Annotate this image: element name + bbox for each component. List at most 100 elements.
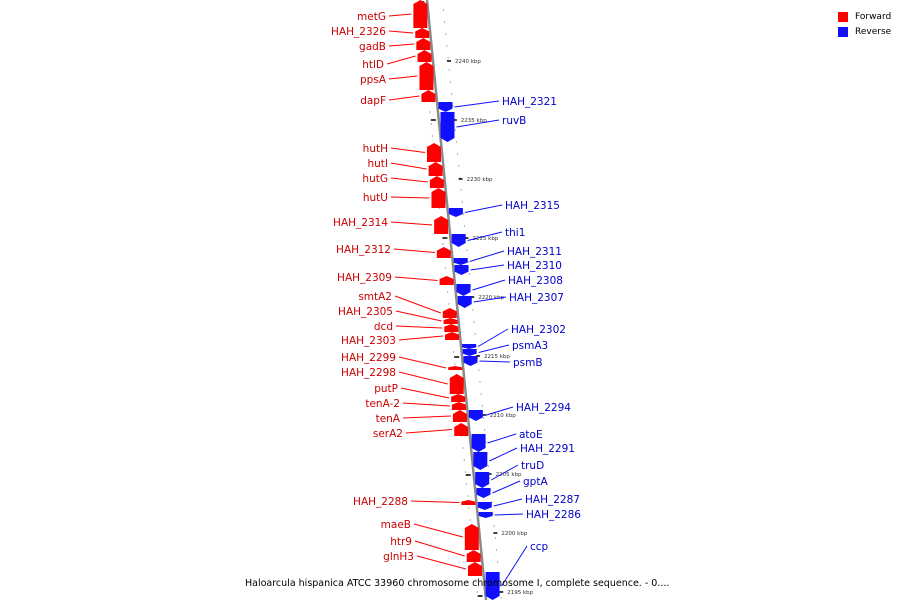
reverse-gene-label: gptA bbox=[523, 476, 548, 488]
grid-dot bbox=[431, 135, 433, 137]
label-leader bbox=[473, 296, 507, 303]
forward-gene-arrow bbox=[415, 28, 430, 38]
reverse-gene-arrow bbox=[462, 349, 477, 356]
reverse-gene-arrow bbox=[476, 488, 491, 498]
label-leader bbox=[456, 119, 500, 128]
reverse-gene-label: HAH_2286 bbox=[526, 509, 581, 521]
forward-gene-arrow bbox=[419, 62, 434, 90]
label-leader bbox=[492, 480, 521, 494]
reverse-gene-arrow bbox=[453, 258, 468, 265]
label-leader bbox=[484, 406, 514, 416]
reverse-gene-label: ccp bbox=[530, 541, 549, 553]
forward-gene-label: HAH_2303 bbox=[341, 335, 396, 347]
scale-label: 2205 kbp bbox=[496, 472, 522, 478]
scale-label: 2215 kbp bbox=[484, 354, 510, 360]
reverse-gene-arrow bbox=[463, 356, 478, 366]
grid-dot bbox=[463, 459, 465, 461]
forward-gene-label: tenA bbox=[376, 413, 401, 425]
grid-dot bbox=[454, 129, 456, 131]
reverse-gene-label: ruvB bbox=[502, 115, 526, 127]
reverse-gene-label: truD bbox=[521, 460, 544, 472]
grid-dot bbox=[464, 471, 467, 473]
forward-gene-label: hutG bbox=[362, 173, 388, 185]
label-leader bbox=[386, 55, 416, 65]
label-leader bbox=[390, 196, 430, 199]
label-leader bbox=[390, 177, 428, 183]
grid-dot bbox=[492, 513, 494, 515]
forward-gene-arrow bbox=[417, 50, 432, 62]
forward-genes: metG HAH_2326 gadB htlD ppsA dapF hutH hutI hutG… bbox=[331, 0, 482, 576]
label-leader bbox=[470, 264, 505, 271]
forward-gene-arrow bbox=[467, 562, 482, 576]
reverse-gene-label: HAH_2310 bbox=[507, 260, 562, 272]
forward-gene-arrow bbox=[454, 423, 469, 436]
map-caption: Haloarcula hispanica ATCC 33960 chromoso… bbox=[245, 578, 670, 589]
forward-gene-label: HAH_2305 bbox=[338, 306, 393, 318]
reverse-gene-label: HAH_2291 bbox=[520, 443, 575, 455]
reverse-gene-arrow bbox=[478, 512, 493, 518]
label-leader bbox=[390, 147, 426, 153]
grid-dot bbox=[484, 429, 486, 431]
grid-dot bbox=[444, 267, 446, 269]
forward-gene-label: hutI bbox=[367, 158, 388, 170]
grid-dot bbox=[442, 243, 444, 245]
legend-forward-label: Forward bbox=[855, 11, 892, 22]
label-leader bbox=[478, 344, 510, 353]
label-leader bbox=[390, 162, 427, 170]
label-leader bbox=[398, 371, 448, 385]
forward-gene-label: metG bbox=[357, 11, 386, 23]
forward-gene-label: HAH_2326 bbox=[331, 26, 386, 38]
grid-dot bbox=[454, 363, 456, 365]
reverse-gene-label: HAH_2302 bbox=[511, 324, 566, 336]
label-leader bbox=[402, 402, 450, 407]
grid-dot bbox=[467, 261, 469, 263]
forward-gene-label: glnH3 bbox=[383, 551, 414, 563]
grid-dot bbox=[462, 213, 465, 215]
reverse-gene-arrow bbox=[468, 410, 483, 421]
forward-gene-label: HAH_2298 bbox=[341, 367, 396, 379]
scale-dots bbox=[418, 3, 502, 599]
forward-gene-label: htr9 bbox=[390, 536, 412, 548]
reverse-swatch bbox=[838, 26, 848, 37]
scale-label: 2230 kbp bbox=[467, 177, 493, 183]
label-leader bbox=[454, 100, 500, 108]
label-leader bbox=[390, 221, 433, 226]
reverse-gene-arrow bbox=[471, 434, 486, 452]
reverse-gene-label: HAH_2287 bbox=[525, 494, 580, 506]
forward-gene-arrow bbox=[464, 524, 479, 550]
label-leader bbox=[487, 433, 517, 444]
reverse-gene-arrow bbox=[473, 452, 488, 470]
scale-label: 2220 kbp bbox=[478, 295, 504, 301]
legend-reverse: Reverse bbox=[838, 24, 891, 39]
grid-dot bbox=[460, 189, 462, 191]
grid-dot bbox=[476, 591, 478, 593]
reverse-gene-label: thi1 bbox=[505, 227, 525, 239]
grid-dot bbox=[478, 369, 480, 371]
label-leader bbox=[494, 513, 524, 516]
forward-gene-label: putP bbox=[374, 383, 398, 395]
scale-label: 2195 kbp bbox=[507, 590, 533, 596]
reverse-gene-arrow bbox=[454, 265, 469, 275]
label-leader bbox=[469, 250, 505, 262]
forward-gene-label: serA2 bbox=[373, 428, 403, 440]
scale-label: 2210 kbp bbox=[490, 413, 516, 419]
grid-dot bbox=[487, 465, 489, 467]
forward-gene-arrow bbox=[434, 216, 449, 234]
label-leader bbox=[388, 95, 420, 101]
grid-dot bbox=[494, 537, 496, 539]
forward-gene-label: htlD bbox=[362, 59, 384, 71]
forward-gene-label: ppsA bbox=[360, 74, 387, 86]
grid-dot bbox=[462, 447, 464, 449]
forward-gene-arrow bbox=[452, 410, 467, 422]
label-leader bbox=[489, 447, 518, 462]
grid-dot bbox=[468, 507, 470, 509]
reverse-gene-arrow bbox=[457, 296, 472, 308]
label-leader bbox=[410, 500, 460, 503]
forward-gene-arrow bbox=[421, 90, 436, 102]
grid-dot bbox=[468, 273, 470, 275]
label-leader bbox=[479, 360, 511, 363]
reverse-gene-arrow bbox=[485, 572, 500, 600]
reverse-gene-label: HAH_2308 bbox=[508, 275, 563, 287]
grid-dot bbox=[442, 9, 444, 11]
